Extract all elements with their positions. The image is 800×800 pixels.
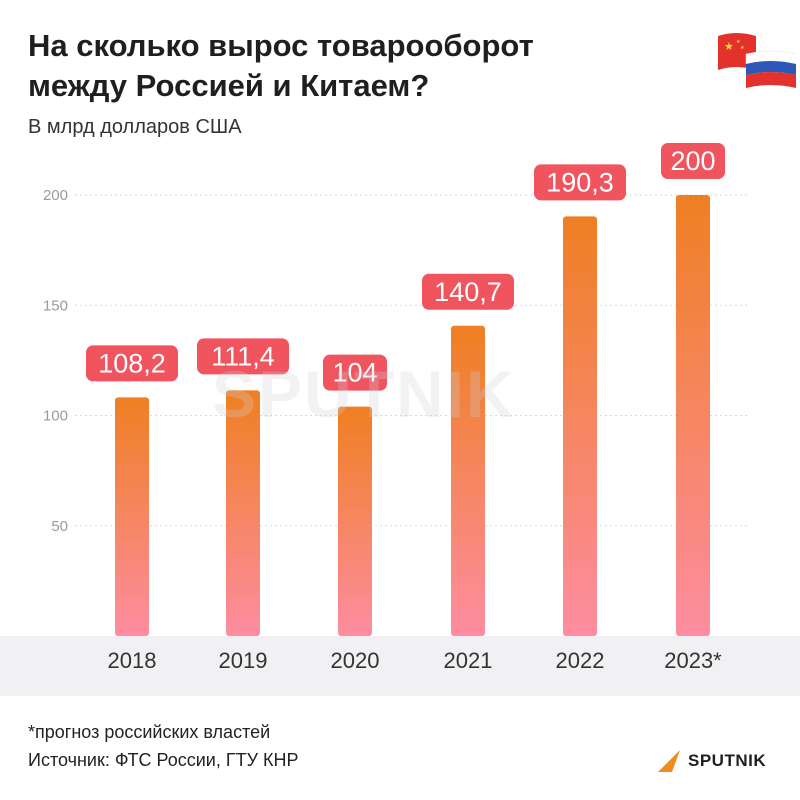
value-label-2022: 190,3 xyxy=(534,164,626,201)
chart-title: На сколько вырос товарооборот между Росс… xyxy=(28,26,708,106)
x-tick-label: 2020 xyxy=(331,648,380,673)
svg-text:★: ★ xyxy=(736,39,741,45)
value-label-2019: 111,4 xyxy=(197,338,289,375)
value-label-2018: 108,2 xyxy=(86,345,178,382)
svg-text:200: 200 xyxy=(670,146,715,176)
flags-icon: ★ ★ ★ xyxy=(718,33,796,88)
y-tick-label: 200 xyxy=(43,187,68,204)
sputnik-watermark: SPUTNIK xyxy=(212,357,516,431)
russia-flag-icon xyxy=(745,50,796,88)
y-tick-label: 50 xyxy=(51,518,68,535)
bar-2019 xyxy=(226,390,260,636)
bar-2021 xyxy=(451,325,485,636)
svg-text:104: 104 xyxy=(332,358,377,388)
sputnik-logo-icon xyxy=(658,750,680,772)
bar-2018 xyxy=(115,397,149,636)
bar-2023* xyxy=(676,195,710,636)
value-label-2021: 140,7 xyxy=(422,273,514,310)
footnote: *прогноз российских властей xyxy=(28,722,271,742)
bar-2020 xyxy=(338,406,372,636)
x-tick-label: 2021 xyxy=(444,648,493,673)
sputnik-logo: SPUTNIK xyxy=(656,744,766,778)
value-label-2023*: 200 xyxy=(661,143,725,179)
svg-text:★: ★ xyxy=(740,45,745,51)
sputnik-logo-text: SPUTNIK xyxy=(688,751,767,770)
source-note: Источник: ФТС России, ГТУ КНР xyxy=(28,750,299,770)
y-tick-label: 150 xyxy=(43,297,68,314)
svg-text:111,4: 111,4 xyxy=(211,341,275,371)
title-line-2: между Россией и Китаем? xyxy=(28,68,430,103)
x-tick-label: 2018 xyxy=(108,648,157,673)
x-tick-label: 2023* xyxy=(664,648,722,673)
title-line-1: На сколько вырос товарооборот xyxy=(28,28,534,63)
svg-text:★: ★ xyxy=(724,40,734,53)
svg-text:190,3: 190,3 xyxy=(546,167,614,197)
value-label-2020: 104 xyxy=(323,354,387,391)
y-tick-label: 100 xyxy=(43,408,68,425)
x-tick-label: 2019 xyxy=(219,648,268,673)
x-axis-band xyxy=(0,636,800,696)
chart-subtitle: В млрд долларов США xyxy=(28,116,242,138)
svg-text:108,2: 108,2 xyxy=(98,348,166,378)
x-tick-label: 2022 xyxy=(556,648,605,673)
bar-2022 xyxy=(563,216,597,637)
svg-text:140,7: 140,7 xyxy=(434,277,502,307)
